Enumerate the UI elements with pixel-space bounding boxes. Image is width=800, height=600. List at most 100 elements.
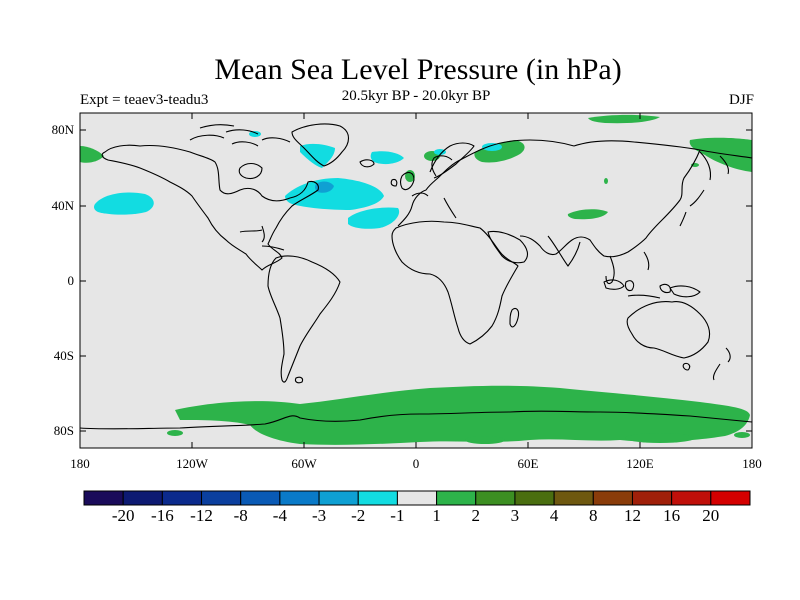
lon-tick-label: 0 — [412, 456, 420, 471]
colorbar-label: -4 — [272, 506, 287, 525]
pacific-negative-patch — [94, 192, 154, 215]
new-guinea-coastline — [669, 285, 701, 298]
florida-coastline — [261, 225, 265, 243]
colorbar-label: 1 — [432, 506, 441, 525]
arctic-positive-patch — [80, 146, 104, 163]
colorbar-label: 20 — [702, 506, 720, 525]
antarctic-positive-belt — [175, 385, 750, 445]
hudson-bay-coastline — [238, 162, 263, 180]
lon-tick-label: 180 — [742, 456, 762, 471]
lat-tick-label: 80N — [51, 122, 74, 137]
colorbar-label: -2 — [351, 506, 366, 525]
lat-tick-label: 80S — [53, 423, 74, 438]
colorbar-swatch — [279, 490, 320, 506]
axis-ticks — [79, 113, 753, 448]
colorbar-label: 8 — [589, 506, 598, 525]
lat-tick-label: 0 — [67, 273, 75, 288]
colorbar-swatch — [631, 490, 673, 506]
colorbar-label: 16 — [663, 506, 681, 525]
asia-positive-patch — [567, 209, 608, 220]
philippines-coastline — [643, 251, 650, 271]
japan-coastline — [679, 189, 705, 227]
colorbar-label: 4 — [549, 506, 559, 525]
experiment-label: Expt = teaev3-teadu3 — [80, 92, 209, 108]
coastlines — [79, 123, 753, 430]
britain-coastline — [390, 171, 415, 191]
colorbar-label: -12 — [190, 506, 213, 525]
colorbar-swatch — [396, 490, 438, 506]
arabia-coastline — [487, 230, 529, 264]
antarctic-positive-patch — [167, 430, 183, 436]
greenland-negative-patch — [300, 143, 335, 168]
colorbar-swatch — [592, 490, 633, 506]
indonesia-coastline — [603, 279, 671, 299]
colorbar-swatch — [475, 490, 516, 506]
iceland-coastline — [359, 159, 375, 168]
antarctic-positive-patch — [625, 433, 695, 443]
colorbar-label: -3 — [312, 506, 327, 525]
lon-tick-label: 180 — [70, 456, 90, 471]
antarctic-positive-patch — [465, 436, 505, 444]
europe-positive-patch — [474, 140, 525, 163]
australia-coastline — [626, 301, 711, 359]
asia-coastline — [519, 140, 753, 258]
negative-patch — [249, 131, 261, 137]
pressure-anomaly-fill — [80, 114, 752, 445]
lon-tick-label: 120E — [626, 456, 654, 471]
lon-tick-label: 60W — [291, 456, 317, 471]
colorbar-label: 2 — [471, 506, 481, 525]
colorbar-swatch — [671, 490, 712, 506]
africa-coastline — [391, 220, 519, 345]
colorbar-swatch — [710, 490, 751, 506]
india-coastline — [547, 235, 581, 267]
colorbar-label: -1 — [390, 506, 405, 525]
season-label: DJF — [728, 92, 754, 108]
madagascar-coastline — [509, 307, 520, 328]
negative-patch — [482, 143, 502, 151]
colorbar-label: -20 — [111, 506, 135, 525]
colorbar-swatch — [436, 490, 477, 506]
greenland-coastline — [291, 123, 350, 167]
arctic-positive-patch — [689, 137, 752, 172]
colorbar-label: -16 — [151, 506, 174, 525]
colorbar — [83, 490, 751, 506]
falklands-coastline — [294, 376, 304, 384]
colorbar-label: 3 — [510, 506, 520, 525]
colorbar-label: 12 — [624, 506, 641, 525]
scandinavia-coastline — [429, 142, 475, 179]
europe-coastline — [397, 139, 575, 227]
antarctic-positive-patch — [734, 432, 750, 438]
atlantic-negative-patch — [348, 207, 400, 229]
colorbar-swatch — [83, 490, 124, 506]
colorbar-swatch — [318, 490, 359, 506]
colorbar-swatch — [514, 490, 555, 506]
lon-tick-label: 60E — [517, 456, 539, 471]
new-zealand-coastline — [712, 347, 731, 381]
positive-patch — [604, 178, 608, 184]
south-america-coastline — [267, 255, 341, 383]
map-title: Mean Sea Level Pressure (in hPa) — [214, 53, 622, 86]
antarctica-coastline — [79, 410, 753, 430]
period-label: 20.5kyr BP - 20.0kyr BP — [341, 88, 491, 104]
arctic-negative-patch — [370, 151, 404, 165]
kamchatka-coastline — [699, 151, 730, 181]
lat-tick-label: 40S — [53, 348, 74, 363]
atlantic-negative-patch — [285, 178, 384, 210]
colorbar-label: -8 — [233, 506, 248, 525]
gulf-coastline — [239, 229, 263, 233]
colorbar-swatch — [122, 490, 163, 506]
colorbar-swatch — [201, 490, 242, 506]
italy-coastline — [443, 197, 457, 219]
arctic-islands-coastline — [189, 124, 291, 147]
colorbar-swatch — [161, 490, 203, 506]
cuba-coastline — [261, 245, 285, 251]
lon-tick-label: 120W — [176, 456, 208, 471]
north-america-coastline — [101, 144, 319, 271]
colorbar-swatch — [240, 490, 281, 506]
colorbar-swatch — [553, 490, 594, 506]
tasmania-coastline — [682, 362, 691, 371]
atlantic-negative-core — [314, 181, 334, 193]
lat-tick-label: 40N — [51, 198, 74, 213]
arctic-positive-patch — [588, 114, 660, 124]
